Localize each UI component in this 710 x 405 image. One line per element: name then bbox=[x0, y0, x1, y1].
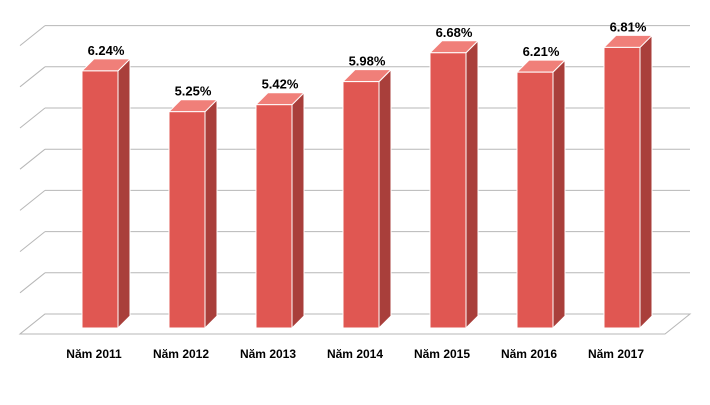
gridline-depth-4 bbox=[19, 148, 46, 170]
value-label-6: 6.81% bbox=[610, 19, 647, 34]
bar-1 bbox=[168, 111, 206, 329]
value-label-0: 6.24% bbox=[88, 43, 125, 58]
value-label-1: 5.25% bbox=[175, 84, 212, 99]
gridline-depth-1 bbox=[19, 272, 46, 294]
x-tick-label-0: Năm 2011 bbox=[66, 347, 122, 361]
bar-side-1 bbox=[204, 98, 218, 330]
x-tick-label-4: Năm 2015 bbox=[414, 347, 470, 361]
bars bbox=[80, 34, 654, 330]
bar-side-4 bbox=[465, 39, 479, 330]
gridline-depth-6 bbox=[19, 66, 46, 88]
x-axis-tick-labels: Năm 2011 Năm 2012 Năm 2013 Năm 2014 Năm 2015… bbox=[66, 347, 644, 361]
gridline-depth-3 bbox=[19, 190, 46, 211]
value-label-5: 6.21% bbox=[523, 44, 560, 59]
bar-6 bbox=[603, 46, 641, 329]
gridline-depth-5 bbox=[19, 107, 46, 129]
bar-3 bbox=[342, 81, 380, 329]
x-tick-label-1: Năm 2012 bbox=[153, 347, 209, 361]
bar-side-3 bbox=[378, 68, 392, 330]
x-tick-label-2: Năm 2013 bbox=[240, 347, 296, 361]
bar-0 bbox=[81, 70, 119, 329]
x-tick-label-6: Năm 2017 bbox=[588, 347, 644, 361]
value-labels: 6.24% 5.25% 5.42% 5.98% 6.68% 6.21% 6.81% bbox=[88, 19, 647, 98]
bar-4 bbox=[429, 52, 467, 329]
bar-side-6 bbox=[639, 34, 653, 330]
x-tick-label-3: Năm 2014 bbox=[327, 347, 383, 361]
x-tick-label-5: Năm 2016 bbox=[501, 347, 557, 361]
bar-5 bbox=[516, 71, 554, 329]
value-label-4: 6.68% bbox=[436, 25, 473, 40]
bar-side-2 bbox=[291, 91, 305, 330]
value-label-2: 5.42% bbox=[262, 77, 299, 92]
value-label-3: 5.98% bbox=[349, 54, 386, 69]
bar-side-0 bbox=[117, 57, 131, 330]
gridline-depth-2 bbox=[19, 231, 46, 252]
bar-2 bbox=[255, 104, 293, 329]
bar-side-5 bbox=[552, 58, 566, 330]
gridline-depth-7 bbox=[19, 25, 46, 46]
